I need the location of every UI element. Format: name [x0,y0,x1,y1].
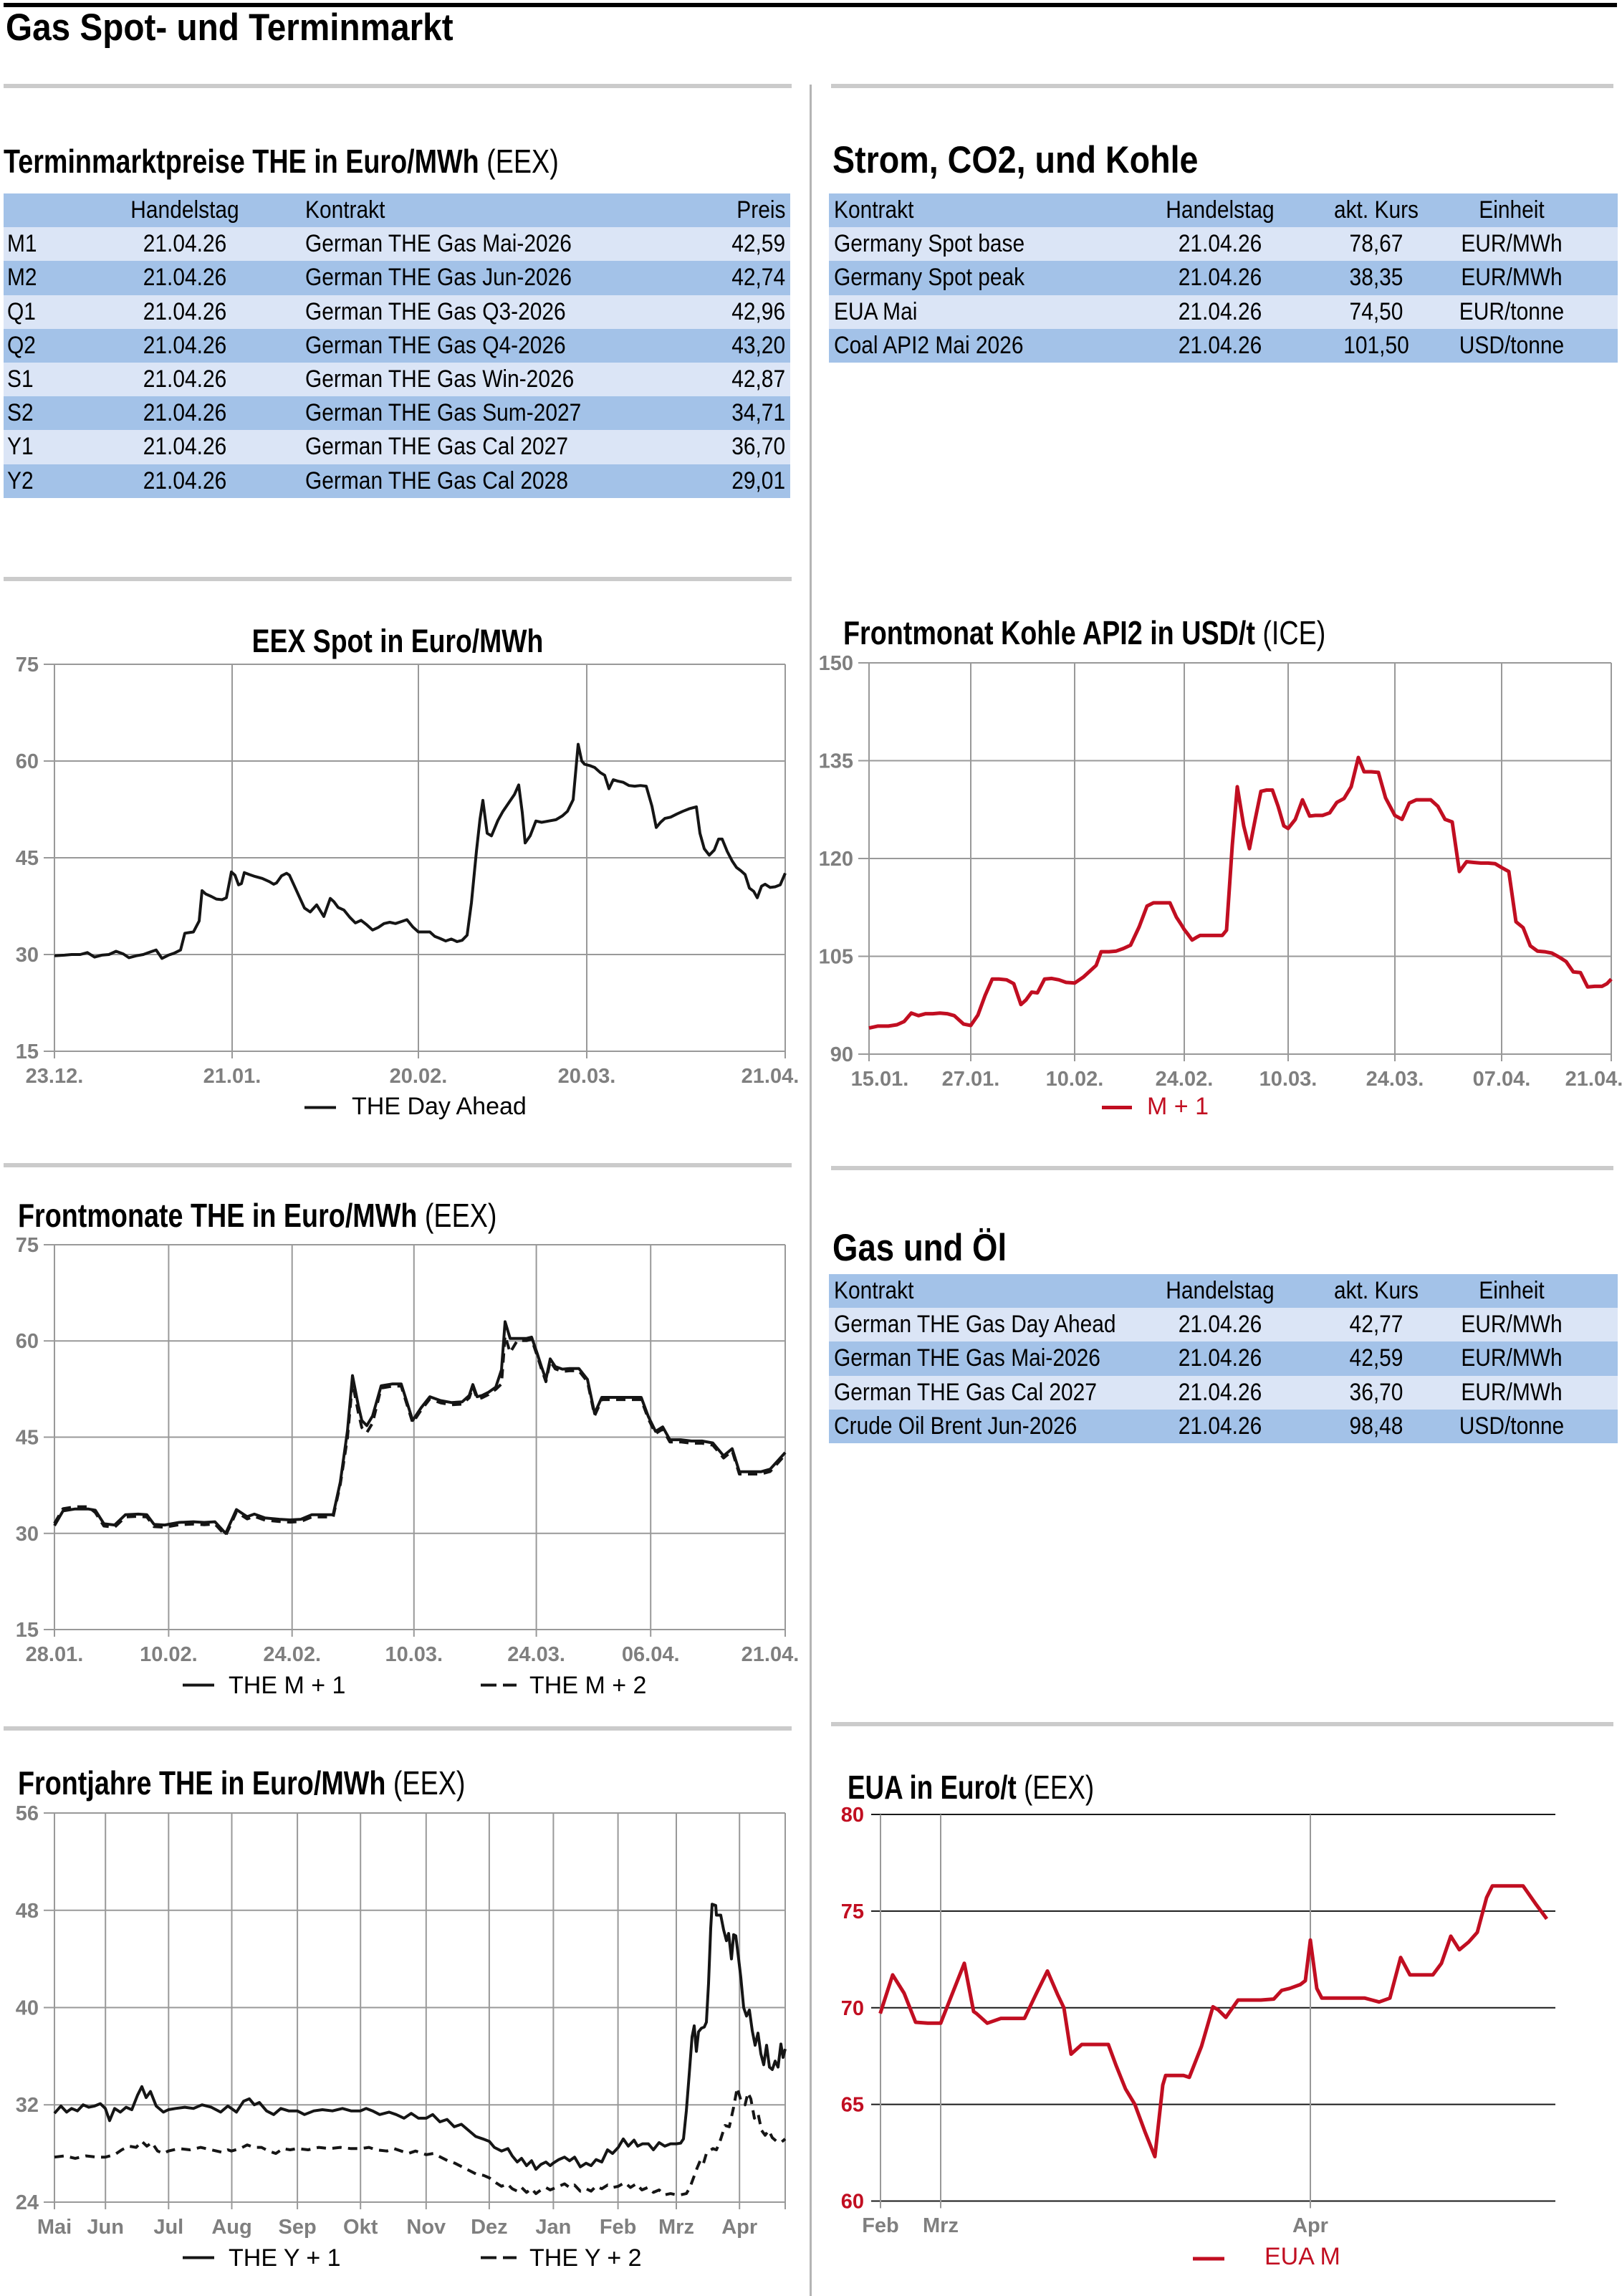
svg-text:40: 40 [16,1997,39,2020]
svg-text:135: 135 [819,750,853,773]
svg-text:24.02.: 24.02. [263,1643,321,1666]
svg-text:30: 30 [16,944,39,967]
svg-text:06.04.: 06.04. [622,1643,680,1666]
svg-text:60: 60 [841,2191,864,2214]
svg-text:10.03.: 10.03. [385,1643,443,1666]
svg-text:48: 48 [16,1900,39,1923]
svg-text:Mrz: Mrz [658,2216,694,2239]
svg-text:65: 65 [841,2094,864,2117]
svg-text:15: 15 [16,1619,39,1642]
svg-text:Apr: Apr [721,2216,757,2239]
svg-text:Aug: Aug [211,2216,251,2239]
svg-text:15.01.: 15.01. [851,1068,909,1091]
svg-text:07.04.: 07.04. [1473,1068,1531,1091]
svg-text:45: 45 [16,1427,39,1450]
svg-text:10.02.: 10.02. [1046,1068,1104,1091]
svg-text:21.04.: 21.04. [742,1065,800,1088]
svg-text:21.01.: 21.01. [203,1065,261,1088]
svg-text:Apr: Apr [1292,2214,1328,2237]
svg-text:75: 75 [16,654,39,676]
svg-text:27.01.: 27.01. [942,1068,1000,1091]
svg-text:Jun: Jun [87,2216,124,2239]
svg-text:Sep: Sep [279,2216,317,2239]
svg-text:24.02.: 24.02. [1156,1068,1214,1091]
svg-text:Feb: Feb [600,2216,637,2239]
svg-text:120: 120 [819,848,853,871]
svg-text:21.04.: 21.04. [742,1643,800,1666]
svg-text:10.03.: 10.03. [1259,1068,1318,1091]
svg-text:60: 60 [16,750,39,773]
svg-text:Feb: Feb [862,2214,899,2237]
svg-text:Nov: Nov [406,2216,446,2239]
svg-text:Dez: Dez [471,2216,508,2239]
svg-text:60: 60 [16,1330,39,1353]
svg-text:24.03.: 24.03. [507,1643,565,1666]
svg-text:150: 150 [819,652,853,675]
svg-text:75: 75 [841,1900,864,1923]
svg-text:28.01.: 28.01. [26,1643,84,1666]
svg-text:90: 90 [830,1043,853,1066]
svg-text:23.12.: 23.12. [26,1065,84,1088]
svg-text:Mrz: Mrz [923,2214,959,2237]
svg-text:30: 30 [16,1523,39,1546]
svg-text:21.04.: 21.04. [1565,1068,1622,1091]
svg-text:45: 45 [16,847,39,870]
svg-text:70: 70 [841,1997,864,2020]
svg-text:24.03.: 24.03. [1366,1068,1424,1091]
svg-text:56: 56 [16,1802,39,1825]
svg-text:Jul: Jul [153,2216,183,2239]
svg-text:Okt: Okt [343,2216,378,2239]
svg-text:20.03.: 20.03. [558,1065,616,1088]
svg-text:24: 24 [16,2191,39,2214]
svg-text:80: 80 [841,1804,864,1827]
svg-text:75: 75 [16,1234,39,1257]
svg-text:32: 32 [16,2094,39,2117]
svg-text:15: 15 [16,1041,39,1063]
svg-text:Jan: Jan [535,2216,571,2239]
svg-text:20.02.: 20.02. [390,1065,448,1088]
svg-text:Mai: Mai [37,2216,72,2239]
svg-text:10.02.: 10.02. [140,1643,198,1666]
svg-text:105: 105 [819,946,853,969]
